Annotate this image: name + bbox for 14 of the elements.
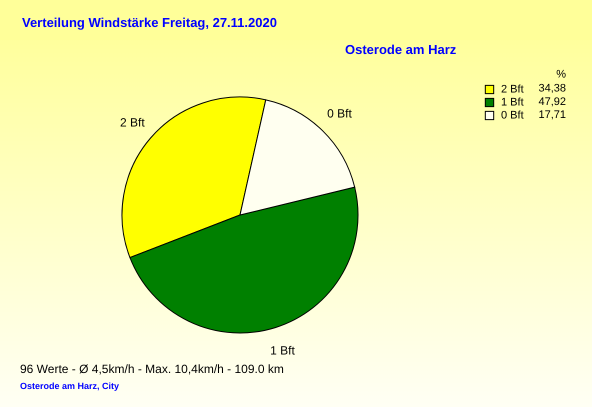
chart-subtitle: Osterode am Harz	[345, 42, 457, 57]
legend-label: 1 Bft	[501, 96, 524, 108]
slice-label: 0 Bft	[327, 106, 352, 121]
slice-label: 2 Bft	[120, 115, 146, 130]
text: 96 Werte - Ø 4,5km/h - Max. 10,4km/h - 109.0 km	[20, 362, 284, 376]
legend-title: %	[556, 68, 566, 80]
data-label: 34,38	[538, 82, 566, 95]
legend-label: 2 Bft	[501, 84, 524, 96]
data-label: 47,92	[538, 96, 566, 108]
data-label: 17,71	[538, 109, 566, 122]
text: Osterode am Harz, City	[20, 381, 120, 391]
legend-label: 0 Bft	[501, 110, 524, 122]
slice-label: 1 Bft	[270, 344, 296, 358]
chart-title: Verteilung Windstärke Freitag, 27.11.2020	[22, 15, 277, 30]
